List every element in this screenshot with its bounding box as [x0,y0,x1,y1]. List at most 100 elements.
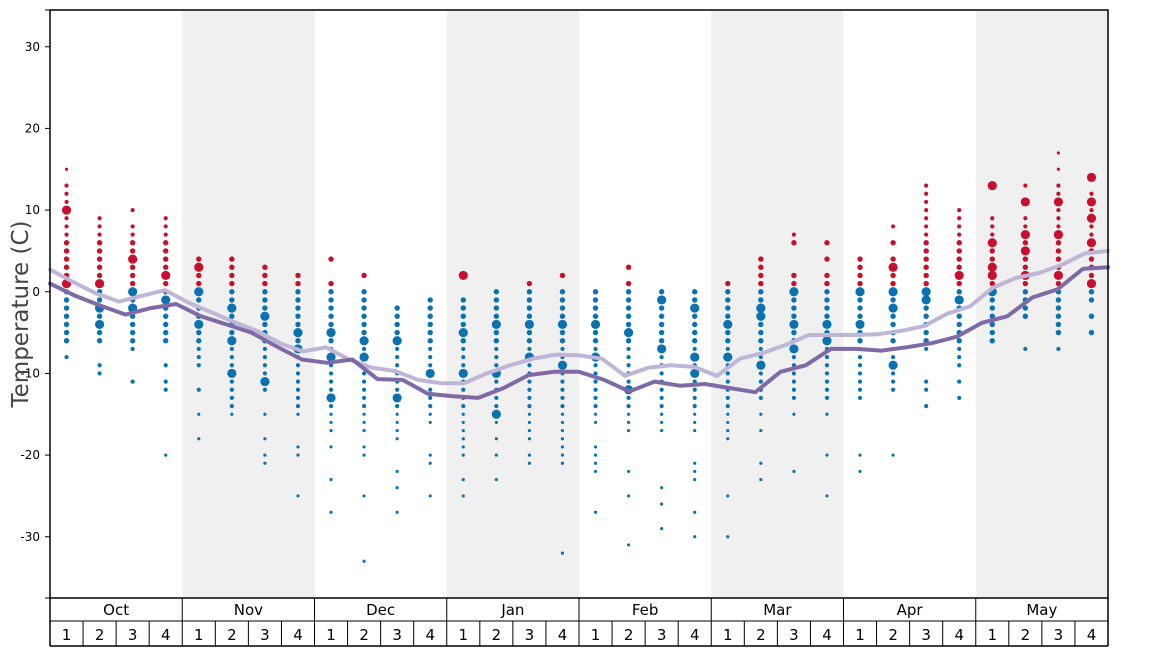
temperature-dot [460,297,466,303]
temperature-dot [227,368,237,379]
temperature-dot [791,371,797,376]
temperature-dot [394,305,400,311]
temperature-dot [560,551,565,555]
temperature-dot [593,379,598,384]
temperature-dot [494,363,499,368]
temperature-dot [296,412,300,416]
temperature-dot [1088,297,1095,303]
temperature-dot [560,379,565,384]
temperature-dot [626,494,631,498]
temperature-dot [659,387,664,392]
temperature-dot [923,272,929,279]
temperature-dot [460,305,466,311]
temperature-dot [593,363,598,368]
temperature-dot [989,321,995,328]
temperature-dot [625,280,632,287]
temperature-dot [328,305,334,311]
temperature-dot [890,224,896,229]
temperature-dot [557,360,568,370]
temperature-dot [163,321,169,328]
temperature-dot [758,280,764,287]
temperature-dot [494,395,499,401]
temperature-dot [725,403,730,409]
temperature-dot [1055,297,1062,303]
temperature-dot [593,461,598,465]
temperature-dot [923,305,929,311]
temperature-dot [461,477,465,482]
temperature-dot [559,297,566,303]
week-label: 2 [492,626,502,644]
temperature-dot [329,510,333,514]
temperature-dot [593,510,598,514]
temperature-dot [229,379,234,384]
temperature-dot [328,321,334,328]
y-tick-label: -10 [20,366,40,380]
temperature-dot [527,412,532,416]
temperature-dot [625,313,632,319]
temperature-dot [262,289,268,295]
temperature-dot [759,477,763,482]
temperature-dot [758,346,763,352]
temperature-dot [461,428,465,433]
temperature-dot [359,352,369,362]
temperature-dot [956,321,962,328]
temperature-dot [527,363,532,368]
temperature-dot [987,238,997,248]
temperature-dot [527,403,532,409]
temperature-dot [923,264,929,270]
temperature-dot [493,305,500,311]
temperature-dot [163,256,169,262]
temperature-dot [427,297,433,303]
temperature-dot [822,336,832,346]
temperature-dot [791,379,797,384]
week-label: 4 [293,626,303,644]
temperature-dot [64,354,69,360]
temperature-dot [625,264,632,270]
temperature-dot [194,262,204,272]
temperature-dot [329,412,333,416]
temperature-dot [197,437,201,441]
temperature-dot [758,264,764,270]
temperature-dot [693,420,697,425]
temperature-dot [987,270,997,281]
temperature-dot [194,319,204,330]
week-label: 3 [525,626,535,644]
temperature-dot [758,338,764,344]
temperature-dot [725,289,731,295]
week-label: 2 [359,626,369,644]
temperature-dot [891,453,895,457]
temperature-dot [1089,224,1094,229]
temperature-dot [260,376,270,387]
temperature-dot [196,297,202,303]
temperature-dot [888,262,898,272]
temperature-dot [130,232,135,237]
temperature-dot [527,379,532,384]
temperature-dot [64,167,69,171]
temperature-dot [494,379,499,384]
temperature-dot [329,445,333,449]
temperature-dot [1055,248,1062,254]
temperature-dot [427,321,433,328]
temperature-dot [824,289,830,295]
temperature-dot [921,295,931,305]
temperature-dot [229,403,234,409]
temperature-dot [1086,238,1097,248]
week-label: 4 [822,626,832,644]
temperature-dot [626,469,631,474]
temperature-dot [392,393,402,403]
temperature-dot [1022,256,1029,262]
temperature-dot [924,183,929,188]
temperature-dot [825,412,829,416]
temperature-dot [659,354,664,360]
temperature-dot [229,363,234,368]
temperature-dot [759,428,763,433]
month-bands [182,10,1108,598]
temperature-dot [328,313,334,319]
temperature-dot [328,387,334,392]
temperature-dot [1055,280,1062,287]
y-tick-label: 20 [25,121,40,135]
temperature-dot [825,494,829,498]
month-band [446,10,579,598]
temperature-dot [989,256,995,262]
temperature-dot [923,280,929,287]
